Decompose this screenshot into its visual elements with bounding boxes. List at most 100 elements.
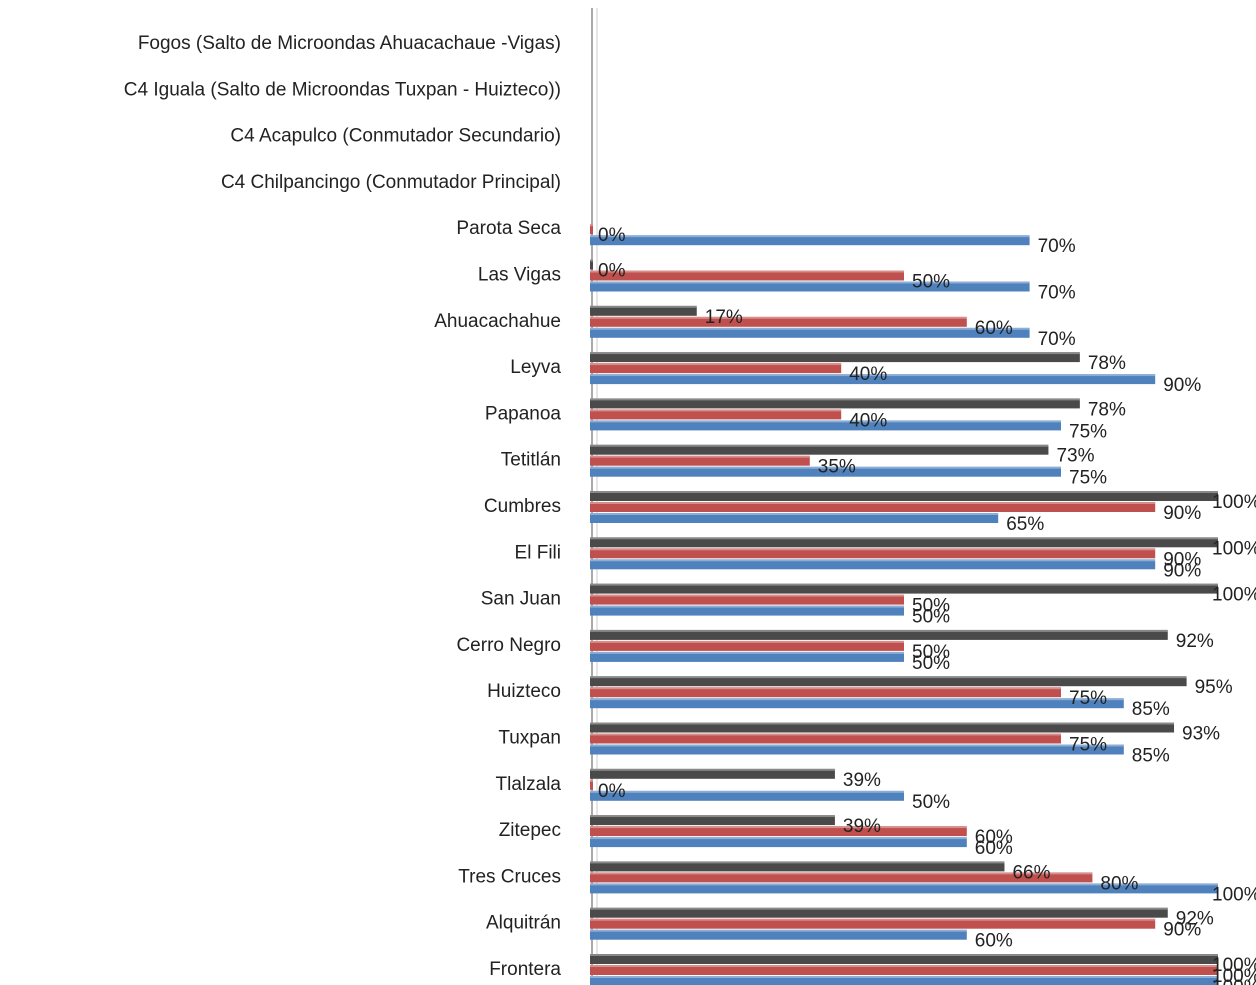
bar — [590, 513, 999, 523]
bar-top — [590, 398, 1080, 401]
bar — [590, 744, 1124, 755]
bar-top — [590, 224, 593, 227]
data-label: 65% — [1006, 514, 1044, 535]
bar-top — [590, 640, 904, 643]
data-label: 80% — [1100, 873, 1138, 894]
data-label: 50% — [912, 596, 950, 617]
bar — [590, 640, 904, 651]
data-label: 60% — [975, 931, 1013, 952]
bar-top — [590, 327, 1030, 330]
data-label: 0% — [598, 225, 626, 246]
bar — [590, 559, 1156, 570]
data-label: 90% — [1163, 503, 1201, 524]
bar — [590, 327, 1030, 338]
bar — [590, 363, 842, 374]
data-label: 60% — [975, 827, 1013, 848]
data-label: 50% — [912, 653, 950, 674]
bar-top — [590, 629, 1168, 632]
data-label: 93% — [1182, 724, 1220, 745]
bar — [590, 316, 967, 327]
bar — [590, 954, 1218, 964]
data-label: 70% — [1038, 329, 1076, 350]
bar-top — [590, 235, 1030, 238]
bar-top — [590, 698, 1124, 701]
bar — [590, 790, 904, 801]
category-label: Parota Seca — [456, 218, 561, 239]
bar — [590, 305, 697, 316]
data-label: 50% — [912, 642, 950, 663]
bar-top — [590, 605, 904, 608]
data-label: 75% — [1069, 468, 1107, 489]
bar-top — [590, 455, 810, 458]
bar-top — [590, 676, 1187, 679]
category-label: Tuxpan — [498, 728, 561, 749]
data-label: 50% — [912, 607, 950, 628]
data-label: 70% — [1038, 283, 1076, 304]
data-label: 66% — [1012, 862, 1050, 883]
data-label: 39% — [843, 770, 881, 791]
data-label: 90% — [1163, 549, 1201, 570]
bar-top — [590, 861, 1005, 864]
bar — [590, 398, 1080, 409]
bar — [590, 409, 842, 420]
bar — [590, 965, 1218, 975]
bar — [590, 224, 593, 235]
data-label: 90% — [1163, 920, 1201, 941]
category-label: Ahuacachahue — [434, 311, 561, 332]
category-label: Tetitlán — [501, 450, 561, 471]
data-label: 100% — [1212, 538, 1256, 559]
data-label: 70% — [1038, 236, 1076, 257]
category-label: Papanoa — [485, 403, 562, 424]
data-label: 60% — [975, 838, 1013, 859]
bar-top — [590, 918, 1156, 921]
bar-top — [590, 954, 1218, 956]
bar-top — [590, 826, 967, 829]
bar — [590, 883, 1218, 894]
bar — [590, 548, 1156, 559]
bar — [590, 929, 967, 940]
category-label: Leyva — [510, 357, 561, 378]
data-label: 39% — [843, 816, 881, 837]
bar-top — [590, 502, 1156, 504]
data-label: 35% — [818, 457, 856, 478]
data-label: 78% — [1088, 353, 1126, 374]
bar — [590, 455, 810, 466]
bar-top — [590, 790, 904, 793]
bar — [590, 651, 904, 662]
bar-top — [590, 363, 842, 366]
bar — [590, 872, 1093, 883]
category-label: Huizteco — [487, 681, 561, 702]
bar-top — [590, 583, 1218, 586]
bar — [590, 594, 904, 605]
category-label: Fogos (Salto de Microondas Ahuacachaue -… — [138, 33, 561, 54]
bar — [590, 235, 1030, 246]
category-label: C4 Iguala (Salto de Microondas Tuxpan - … — [124, 79, 561, 100]
data-label: 40% — [849, 364, 887, 385]
data-label: 100% — [1212, 966, 1256, 985]
bar-top — [590, 491, 1218, 493]
bar — [590, 502, 1156, 512]
data-label: 17% — [705, 307, 743, 328]
category-label: El Fili — [515, 542, 561, 563]
category-label: Tlalzala — [496, 774, 562, 795]
data-label: 100% — [1212, 884, 1256, 905]
category-label: C4 Chilpancingo (Conmutador Principal) — [221, 172, 561, 193]
bar-top — [590, 722, 1175, 725]
bar-top — [590, 594, 904, 597]
bar-top — [590, 374, 1156, 377]
bar — [590, 687, 1061, 698]
bar — [590, 259, 593, 270]
bar-top — [590, 466, 1061, 469]
bar-top — [590, 965, 1218, 967]
bar-top — [590, 548, 1156, 551]
bar-top — [590, 815, 835, 818]
bar-top — [590, 281, 1030, 284]
bar — [590, 444, 1049, 455]
data-label: 85% — [1132, 746, 1170, 767]
bar — [590, 491, 1218, 501]
bar-top — [590, 537, 1218, 540]
bar — [590, 281, 1030, 292]
bar-top — [590, 352, 1080, 355]
data-label: 60% — [975, 318, 1013, 339]
category-label: Zitepec — [499, 820, 561, 841]
